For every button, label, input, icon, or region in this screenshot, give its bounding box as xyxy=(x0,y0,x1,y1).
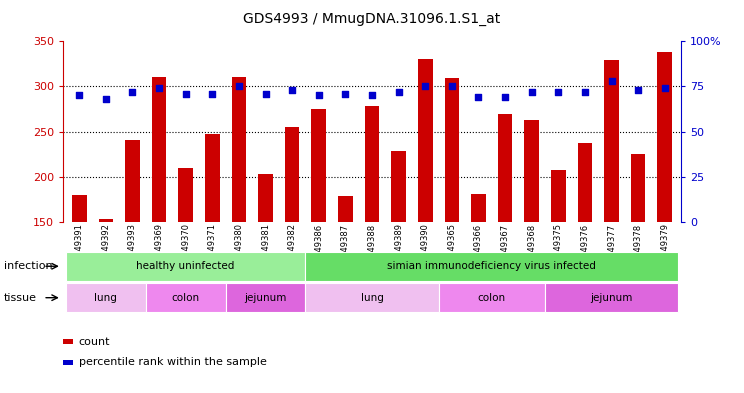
Bar xyxy=(365,107,379,222)
Point xyxy=(366,92,378,99)
Text: healthy uninfected: healthy uninfected xyxy=(136,261,235,271)
Point xyxy=(286,87,298,93)
Point xyxy=(632,87,644,93)
Bar xyxy=(545,283,678,312)
Text: tissue: tissue xyxy=(4,293,36,303)
Bar xyxy=(312,109,326,222)
Bar xyxy=(125,140,140,222)
Point xyxy=(606,78,618,84)
Bar xyxy=(72,195,86,222)
Point xyxy=(126,89,138,95)
Bar xyxy=(306,283,438,312)
Point xyxy=(393,89,405,95)
Bar xyxy=(66,283,146,312)
Text: jejunum: jejunum xyxy=(591,293,632,303)
Bar xyxy=(604,60,619,222)
Bar xyxy=(285,127,300,222)
Text: lung: lung xyxy=(94,293,118,303)
Text: colon: colon xyxy=(172,293,199,303)
Text: GDS4993 / MmugDNA.31096.1.S1_at: GDS4993 / MmugDNA.31096.1.S1_at xyxy=(243,12,501,26)
Text: jejunum: jejunum xyxy=(244,293,286,303)
Text: percentile rank within the sample: percentile rank within the sample xyxy=(79,357,267,367)
Bar xyxy=(438,283,545,312)
Bar xyxy=(498,114,513,222)
Point xyxy=(312,92,324,99)
Bar xyxy=(444,78,459,222)
Point xyxy=(339,90,351,97)
Text: infection: infection xyxy=(4,261,52,271)
Point xyxy=(206,90,218,97)
Bar xyxy=(631,154,646,222)
Bar xyxy=(418,59,432,222)
Text: count: count xyxy=(79,337,110,347)
Point xyxy=(260,90,272,97)
Point xyxy=(180,90,192,97)
Text: simian immunodeficiency virus infected: simian immunodeficiency virus infected xyxy=(388,261,596,271)
Point xyxy=(73,92,85,99)
Point xyxy=(233,83,245,90)
Bar xyxy=(258,174,273,222)
Point xyxy=(552,89,564,95)
Bar xyxy=(306,252,678,281)
Point xyxy=(100,96,112,102)
Bar xyxy=(231,77,246,222)
Bar xyxy=(179,168,193,222)
Bar xyxy=(525,120,539,222)
Bar xyxy=(471,194,486,222)
Bar xyxy=(98,219,113,222)
Bar xyxy=(205,134,219,222)
Point xyxy=(499,94,511,101)
Bar xyxy=(225,283,306,312)
Text: lung: lung xyxy=(361,293,383,303)
Bar xyxy=(658,52,672,222)
Point xyxy=(420,83,432,90)
Bar xyxy=(391,151,406,222)
Point xyxy=(579,89,591,95)
Point xyxy=(659,85,671,92)
Bar xyxy=(338,196,353,222)
Bar xyxy=(577,143,592,222)
Bar xyxy=(146,283,225,312)
Point xyxy=(526,89,538,95)
Bar xyxy=(66,252,306,281)
Text: colon: colon xyxy=(478,293,506,303)
Point xyxy=(446,83,458,90)
Bar xyxy=(551,170,565,222)
Point xyxy=(153,85,165,92)
Point xyxy=(472,94,484,101)
Bar xyxy=(152,77,167,222)
